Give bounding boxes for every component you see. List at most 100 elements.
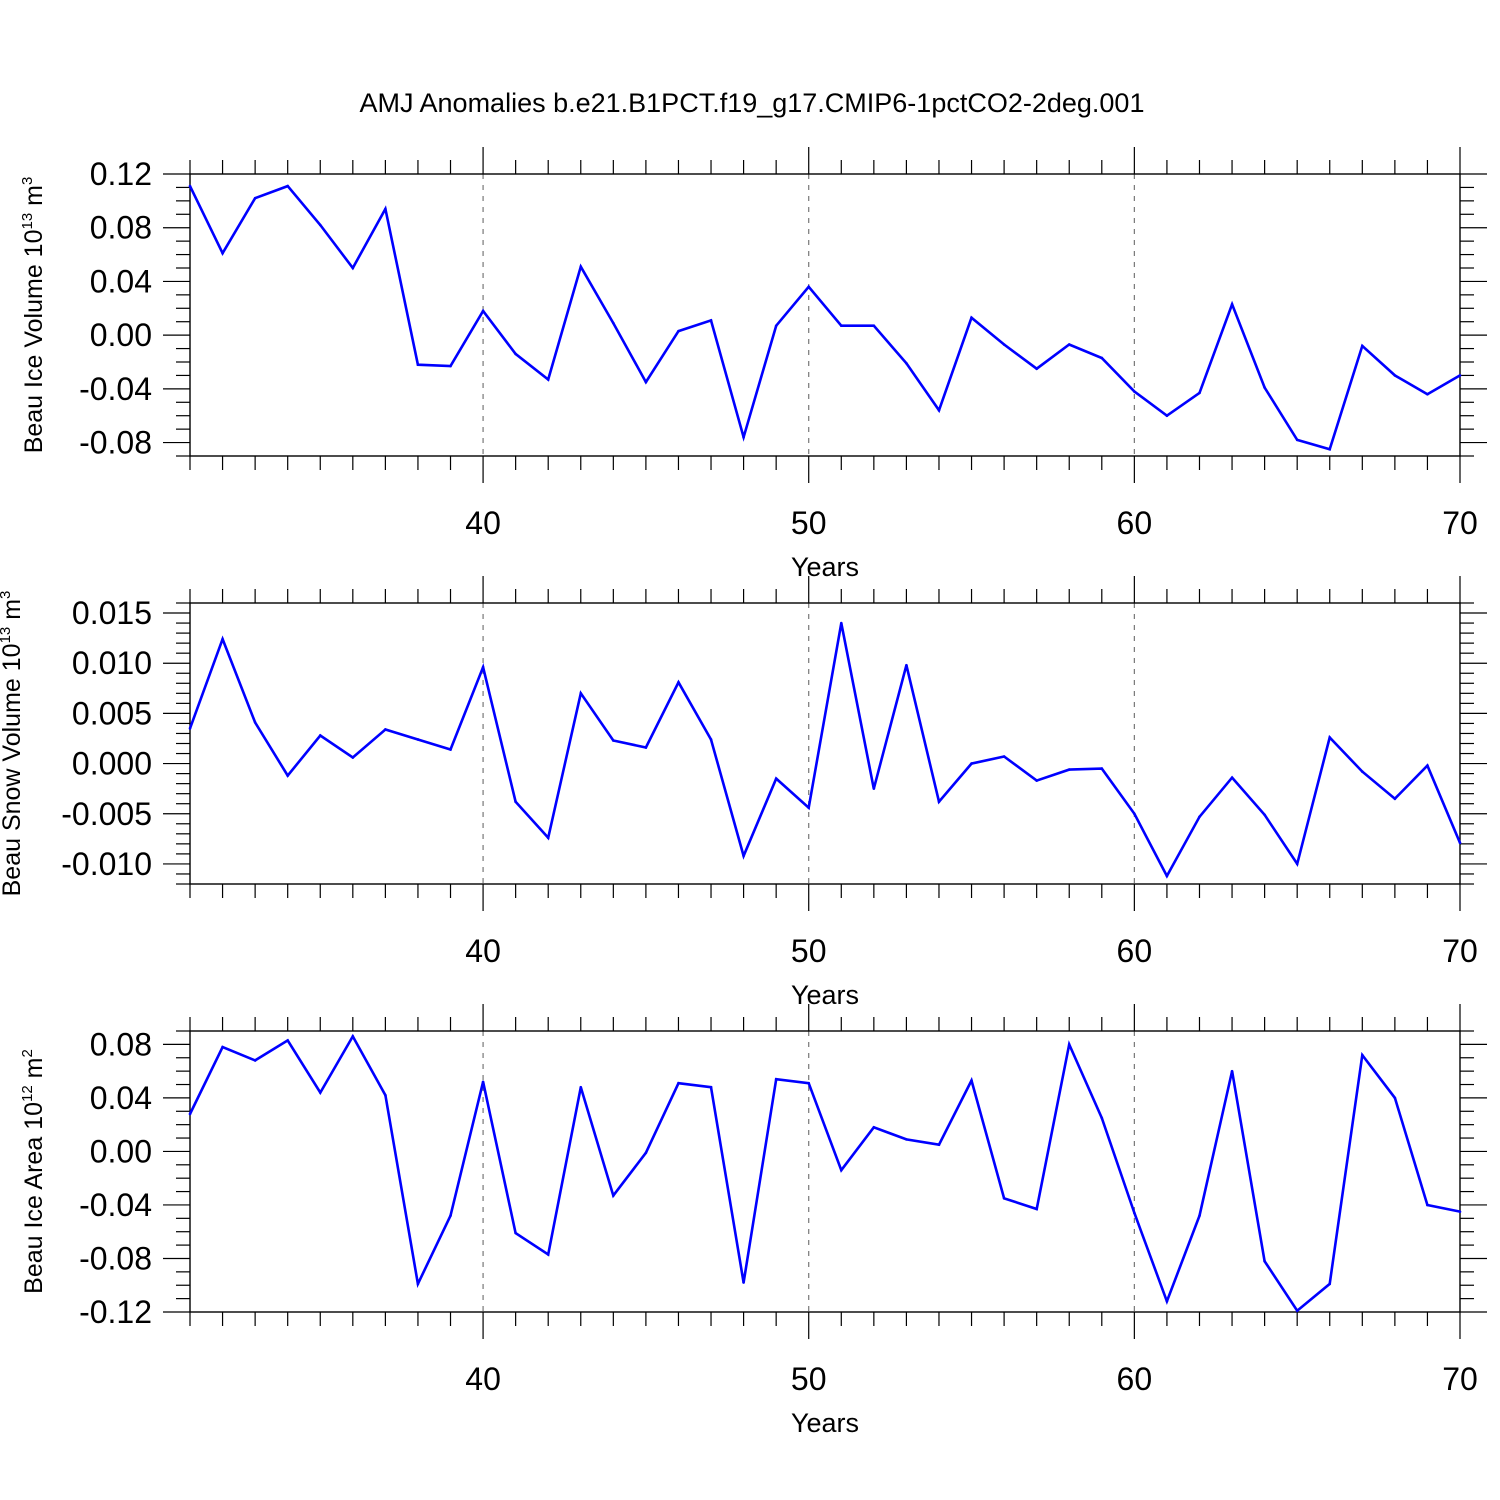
panel-2-x-axis-label: Years [791, 980, 859, 1010]
panel-2-data-point [1230, 776, 1234, 779]
panel-1-data-point [1002, 343, 1006, 346]
panel-2-y-tick-label: 0.000 [72, 746, 152, 782]
panel-2-y-tick-label: -0.005 [61, 796, 152, 832]
panel-3-y-axis-label-part: 2 [19, 1049, 36, 1057]
panel-2-data-point [514, 800, 517, 804]
panel-1-y-tick-label: 0.12 [90, 156, 152, 192]
panel-1-data-point [937, 409, 941, 412]
panel-1-data-point [253, 196, 257, 200]
panel-2-data-point [351, 756, 355, 759]
panel-1-data-point [546, 378, 550, 381]
panel-3-data-point [1035, 1207, 1038, 1211]
panel-2-y-axis-label-part: Beau Snow Volume 10 [0, 643, 26, 896]
panel-2-data-point [221, 637, 224, 641]
panel-3-data-point [1263, 1259, 1266, 1263]
panel-2-data-point [1067, 768, 1071, 771]
panel-3-data-point [807, 1081, 811, 1085]
panel-3-data-point [1165, 1299, 1169, 1303]
panel-2-data-point [579, 692, 583, 695]
panel-3-data-point [384, 1093, 387, 1097]
panel-2-data-point [872, 787, 876, 790]
panel-2-data-point [839, 621, 843, 625]
panel-3-data-point [1426, 1203, 1429, 1207]
panel-2-data-point [937, 800, 941, 804]
panel-3-data-point [839, 1168, 843, 1172]
panel-2-data-point [1133, 812, 1136, 816]
panel-2-plot-frame [189, 602, 1461, 885]
panel-3-data-point [677, 1081, 680, 1085]
panel-1-plot-frame [189, 173, 1461, 457]
panel-3-y-tick-label: -0.12 [79, 1294, 152, 1330]
panel-2-y-tick-label: 0.005 [72, 695, 152, 731]
panel-1-data-point [1458, 374, 1462, 377]
panel-1-data-point [1035, 367, 1038, 371]
panel-1-data-point [644, 380, 648, 384]
panel-3-x-axis-label: Years [791, 1408, 859, 1438]
panel-3-y-tick-label: -0.04 [79, 1187, 152, 1223]
panel-1-y-axis-label-part: m [20, 185, 48, 213]
panel-3-data-point [1198, 1214, 1201, 1217]
panel-2-data-point [742, 854, 745, 858]
panel-2: -0.010 -0.005 0.000 0.005 0.010 0.015 40 50 60 70… [0, 576, 1487, 1010]
panel-1-data-point [1361, 344, 1364, 348]
panel-1: -0.08 -0.04 0.00 0.04 0.08 0.12 40 50 60 70 Years B… [19, 147, 1487, 582]
panel-3-y-tick-label: 0.04 [90, 1080, 152, 1116]
panel-2-data-point [1295, 862, 1299, 866]
panel-2-x-tick-label: 60 [1117, 933, 1153, 969]
panel-2-data-point [1035, 779, 1038, 782]
panel-1-data-point [742, 435, 745, 439]
panel-3-y-axis-label: Beau Ice Area 1012 m2 [19, 1049, 48, 1294]
panel-3-data-point [1361, 1053, 1364, 1057]
panel-1-x-tick-label: 60 [1117, 505, 1153, 541]
panel-3-data-point [514, 1231, 517, 1235]
panel-2-data-point [1393, 797, 1397, 800]
panel-3-data-point [221, 1045, 224, 1049]
panel-3-data-point [416, 1282, 420, 1286]
panel-2-data-point [709, 738, 713, 741]
panel-3-data-point [742, 1281, 745, 1284]
panel-2-data-point [1361, 770, 1364, 773]
panel-3-y-axis-label-part: m [20, 1058, 48, 1086]
panel-2-data-point [1198, 815, 1201, 819]
panel-1-x-tick-label: 40 [465, 505, 501, 541]
panel-2-data-point [1002, 755, 1006, 758]
panel-2-y-axis-label-part: m [0, 599, 26, 627]
panel-3-data-point [1100, 1116, 1104, 1120]
panel-3-data-point [872, 1126, 876, 1129]
panel-1-data-point [514, 352, 517, 356]
panel-3-data-point [1328, 1282, 1332, 1286]
panel-1-data-point [1263, 386, 1266, 389]
panel-3-data-point [774, 1077, 778, 1081]
panel-3-x-tick-label: 60 [1117, 1361, 1153, 1397]
panel-3: -0.12 -0.08 -0.04 0.00 0.04 0.08 40 50 60 70 Years… [19, 1004, 1487, 1438]
panel-2-data-point [905, 663, 908, 667]
panel-1-data-point [1165, 414, 1169, 418]
panel-1-data-point [351, 266, 355, 270]
panel-2-y-axis-label-part: 13 [0, 627, 14, 644]
panel-1-x-tick-label: 50 [791, 505, 827, 541]
panel-1-y-tick-label: 0.00 [90, 317, 152, 353]
panel-1-series-line [188, 184, 1461, 451]
panel-3-data-point [481, 1080, 485, 1084]
panel-2-data-point [1100, 767, 1104, 770]
panel-3-data-point [612, 1194, 615, 1197]
panel-3-data-point [579, 1085, 583, 1089]
panel-2-x-tick-label: 50 [791, 933, 827, 969]
panel-1-data-point [970, 316, 973, 319]
panel-3-data-point [188, 1112, 192, 1116]
panel-1-data-point [839, 324, 843, 328]
panel-2-data-point [1426, 764, 1429, 767]
panel-1-data-point [1100, 356, 1104, 360]
panel-2-data-point [188, 727, 192, 730]
panel-1-data-point [384, 207, 387, 211]
panel-1-data-point [807, 285, 811, 289]
panel-2-y-tick-label: 0.015 [72, 595, 152, 631]
panel-1-data-point [612, 321, 615, 325]
panel-3-x-tick-label: 70 [1442, 1361, 1478, 1397]
panel-1-data-point [677, 329, 680, 333]
panel-2-data-point [286, 774, 289, 777]
panel-1-data-point [188, 184, 192, 188]
panel-3-data-point [351, 1035, 355, 1038]
panel-3-data-point [970, 1079, 973, 1082]
panel-1-y-tick-label: -0.04 [79, 371, 152, 407]
